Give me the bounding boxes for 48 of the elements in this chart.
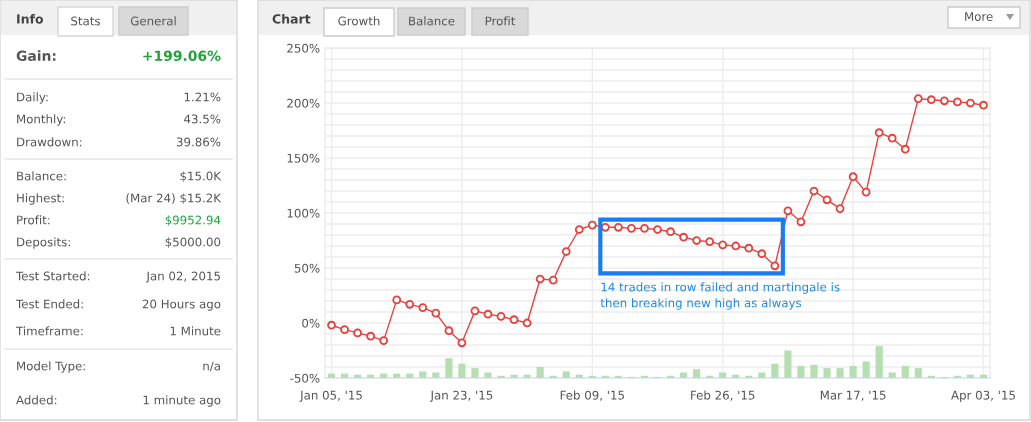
text: Balance:	[17, 171, 66, 181]
x-tick-label: Jan 05, '15	[299, 390, 362, 402]
text: More	[965, 12, 993, 21]
text: Growth	[338, 16, 380, 26]
text: Monthly:	[17, 114, 66, 126]
text: Gain:	[16, 50, 56, 62]
text: Deposits:	[17, 237, 70, 249]
text: 1.21%	[184, 92, 221, 102]
y-tick-label: 100%	[287, 208, 320, 218]
text: Test Ended:	[15, 299, 83, 309]
x-tick-label: Feb 26, '15	[691, 390, 755, 401]
x-tick-label: Apr 03, '15	[951, 390, 1015, 402]
text: 20 Hours ago	[142, 299, 221, 311]
x-tick-label: Jan 23, '15	[429, 390, 493, 402]
text: Test Started:	[15, 271, 90, 281]
y-tick-label: 250%	[287, 43, 320, 53]
text: n/a	[203, 361, 220, 372]
text: (Mar 24) $15.2K	[126, 193, 222, 204]
text: $15.0K	[180, 171, 222, 182]
text: Profit:	[17, 215, 50, 225]
text: 39.86%	[176, 137, 221, 147]
text: Balance	[409, 16, 455, 26]
text: Model Type:	[17, 361, 85, 373]
x-tick-label: Feb 09, '15	[560, 390, 624, 401]
text: General	[130, 16, 176, 26]
text: Info	[17, 13, 44, 24]
x-tick-label: Mar 17, '15	[820, 390, 886, 401]
text: Stats	[71, 16, 100, 26]
text: +199.06%	[143, 50, 221, 62]
text: Profit	[485, 16, 516, 26]
text: 1 minute ago	[143, 395, 221, 407]
annotation: 14 trades in row failed and martingale is then breaking new high as always	[600, 282, 840, 310]
y-tick-label: 50%	[294, 263, 320, 273]
text: Jan 02, 2015	[145, 271, 220, 283]
text: $5000.00	[165, 237, 221, 248]
text: Daily:	[17, 92, 48, 104]
text: Timeframe:	[15, 326, 83, 336]
chart-title: Chart	[272, 13, 311, 24]
y-tick-label: 0%	[302, 318, 320, 328]
y-tick-label: 200%	[287, 98, 320, 108]
text: $9952.94	[165, 215, 221, 226]
text: Added:	[16, 395, 57, 405]
text: Drawdown:	[17, 137, 82, 147]
text: 43.5%	[184, 114, 221, 124]
y-tick-label: 150%	[287, 153, 320, 163]
text: 1 Minute	[170, 326, 221, 336]
y-tick-label: -50%	[290, 373, 320, 383]
text: Highest:	[17, 193, 64, 205]
